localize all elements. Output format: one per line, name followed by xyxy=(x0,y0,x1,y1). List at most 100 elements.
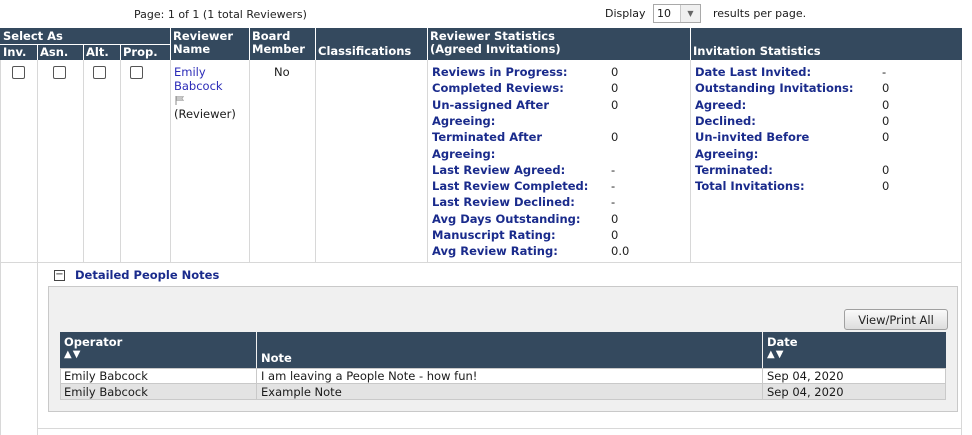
stat-value: - xyxy=(611,195,616,210)
grid-line xyxy=(315,60,316,262)
display-label: Display xyxy=(605,7,646,20)
grid-line xyxy=(37,262,38,435)
invite-checkbox[interactable] xyxy=(12,66,25,79)
proposed-checkbox[interactable] xyxy=(130,66,143,79)
header-inv: Inv. xyxy=(0,44,37,60)
stat-label: Agreed: xyxy=(695,97,747,112)
header-reviewer-stats: Reviewer Statistics (Agreed Invitations) xyxy=(427,28,690,60)
header-board-member: Board Member xyxy=(249,28,315,60)
header-divider xyxy=(83,44,84,60)
header-select-as: Select As xyxy=(0,28,170,44)
stat-value: 0 xyxy=(611,211,619,226)
stat-value: 0 xyxy=(882,162,890,177)
stat-value: 0 xyxy=(611,65,619,79)
collapse-icon[interactable]: − xyxy=(54,269,65,281)
stat-value: - xyxy=(611,179,616,194)
stat-value: 0 xyxy=(611,130,619,145)
reviewer-role: (Reviewer) xyxy=(174,107,236,121)
sort-arrows-icon[interactable]: ▲▼ xyxy=(767,349,785,360)
stat-label: Last Review Declined: xyxy=(432,195,575,210)
header-divider xyxy=(170,28,171,60)
note-date: Sep 04, 2020 xyxy=(767,369,844,383)
stat-value: 0 xyxy=(882,81,890,96)
note-date: Sep 04, 2020 xyxy=(767,385,844,399)
results-per-page-value: 10 xyxy=(657,7,671,20)
reviewer-last-name-link[interactable]: Babcock xyxy=(174,79,223,93)
stat-label: Declined: xyxy=(695,113,756,128)
stat-label: Completed Reviews: xyxy=(432,81,564,96)
stat-value: 0 xyxy=(882,179,890,194)
grid-line xyxy=(0,60,1,262)
header-divider xyxy=(690,28,691,60)
header-reviewer-stats-line1: Reviewer Statistics xyxy=(430,29,555,43)
grid-line xyxy=(690,60,691,262)
board-member-value: No xyxy=(274,65,290,79)
view-print-all-button[interactable]: View/Print All xyxy=(844,309,948,330)
grid-line xyxy=(83,60,84,262)
header-reviewer-name: Reviewer Name xyxy=(170,28,249,60)
reviewer-first-name-link[interactable]: Emily xyxy=(174,65,206,79)
grid-line xyxy=(37,60,38,262)
header-invitation-stats: Invitation Statistics xyxy=(690,28,962,60)
stat-value: 0 xyxy=(882,97,890,112)
grid-line xyxy=(0,262,1,435)
stat-value: - xyxy=(611,162,616,177)
header-alt: Alt. xyxy=(83,44,120,60)
page-info: Page: 1 of 1 (1 total Reviewers) xyxy=(134,8,307,21)
stat-label: Avg Days Outstanding: xyxy=(432,211,581,226)
grid-line xyxy=(427,60,428,262)
stat-label: Last Review Completed: xyxy=(432,179,589,194)
stat-label: Reviews in Progress: xyxy=(432,65,568,79)
stat-label: Manuscript Rating: xyxy=(432,228,556,242)
stat-label: Total Invitations: xyxy=(695,179,805,194)
stat-value: 0.0 xyxy=(611,244,630,259)
header-reviewer-line1: Reviewer xyxy=(173,29,233,43)
stat-label: Un-assigned After xyxy=(432,97,550,112)
header-divider xyxy=(37,44,38,60)
sort-arrows-icon[interactable]: ▲▼ xyxy=(64,349,82,360)
stat-label: Terminated: xyxy=(695,162,773,177)
notes-header-operator[interactable]: Operator ▲▼ xyxy=(60,332,256,368)
header-prop: Prop. xyxy=(120,44,170,60)
results-per-page-label: results per page. xyxy=(713,7,807,20)
table-row: Emily Babcock I am leaving a People Note… xyxy=(60,368,946,384)
pagination-bar: Page: 1 of 1 (1 total Reviewers) Display… xyxy=(0,0,972,28)
header-divider xyxy=(427,28,428,60)
chevron-down-icon[interactable]: ▼ xyxy=(680,5,700,22)
header-reviewer-line2: Name xyxy=(173,42,211,56)
assign-checkbox[interactable] xyxy=(53,66,66,79)
alternate-checkbox[interactable] xyxy=(93,66,106,79)
stat-value: 0 xyxy=(882,113,890,128)
grid-line xyxy=(120,60,121,262)
note-text: I am leaving a People Note - how fun! xyxy=(258,368,763,384)
stat-label: Agreeing: xyxy=(432,146,496,161)
results-per-page-select[interactable]: 10 ▼ xyxy=(653,4,701,23)
date-column-label: Date xyxy=(767,335,798,349)
grid-line xyxy=(961,60,962,435)
flag-icon[interactable] xyxy=(175,94,185,108)
header-divider xyxy=(120,44,121,60)
grid-line xyxy=(0,262,962,263)
header-divider xyxy=(249,28,250,60)
stat-label: Date Last Invited: xyxy=(695,65,812,79)
stat-value: 0 xyxy=(611,97,619,112)
notes-header-date[interactable]: Date ▲▼ xyxy=(763,332,946,368)
people-notes-title[interactable]: Detailed People Notes xyxy=(75,268,220,282)
stat-label: Agreeing: xyxy=(432,113,496,128)
table-row: Emily Babcock Example Note Sep 04, 2020 xyxy=(60,384,946,400)
grid-line xyxy=(249,60,250,262)
note-text: Example Note xyxy=(258,384,763,400)
header-divider xyxy=(315,28,316,60)
stat-value: 0 xyxy=(611,81,619,96)
header-divider xyxy=(0,44,170,45)
stat-label: Avg Review Rating: xyxy=(432,244,558,259)
header-reviewer-stats-line2: (Agreed Invitations) xyxy=(430,42,561,56)
operator-column-label: Operator xyxy=(64,335,123,349)
header-board-line2: Member xyxy=(252,42,305,56)
stat-label: Last Review Agreed: xyxy=(432,162,566,177)
grid-line xyxy=(170,60,171,262)
note-operator: Emily Babcock xyxy=(61,384,257,400)
stat-value: - xyxy=(882,65,887,79)
people-notes-header[interactable]: − Detailed People Notes xyxy=(54,268,219,282)
stat-label: Un-invited Before xyxy=(695,130,810,145)
